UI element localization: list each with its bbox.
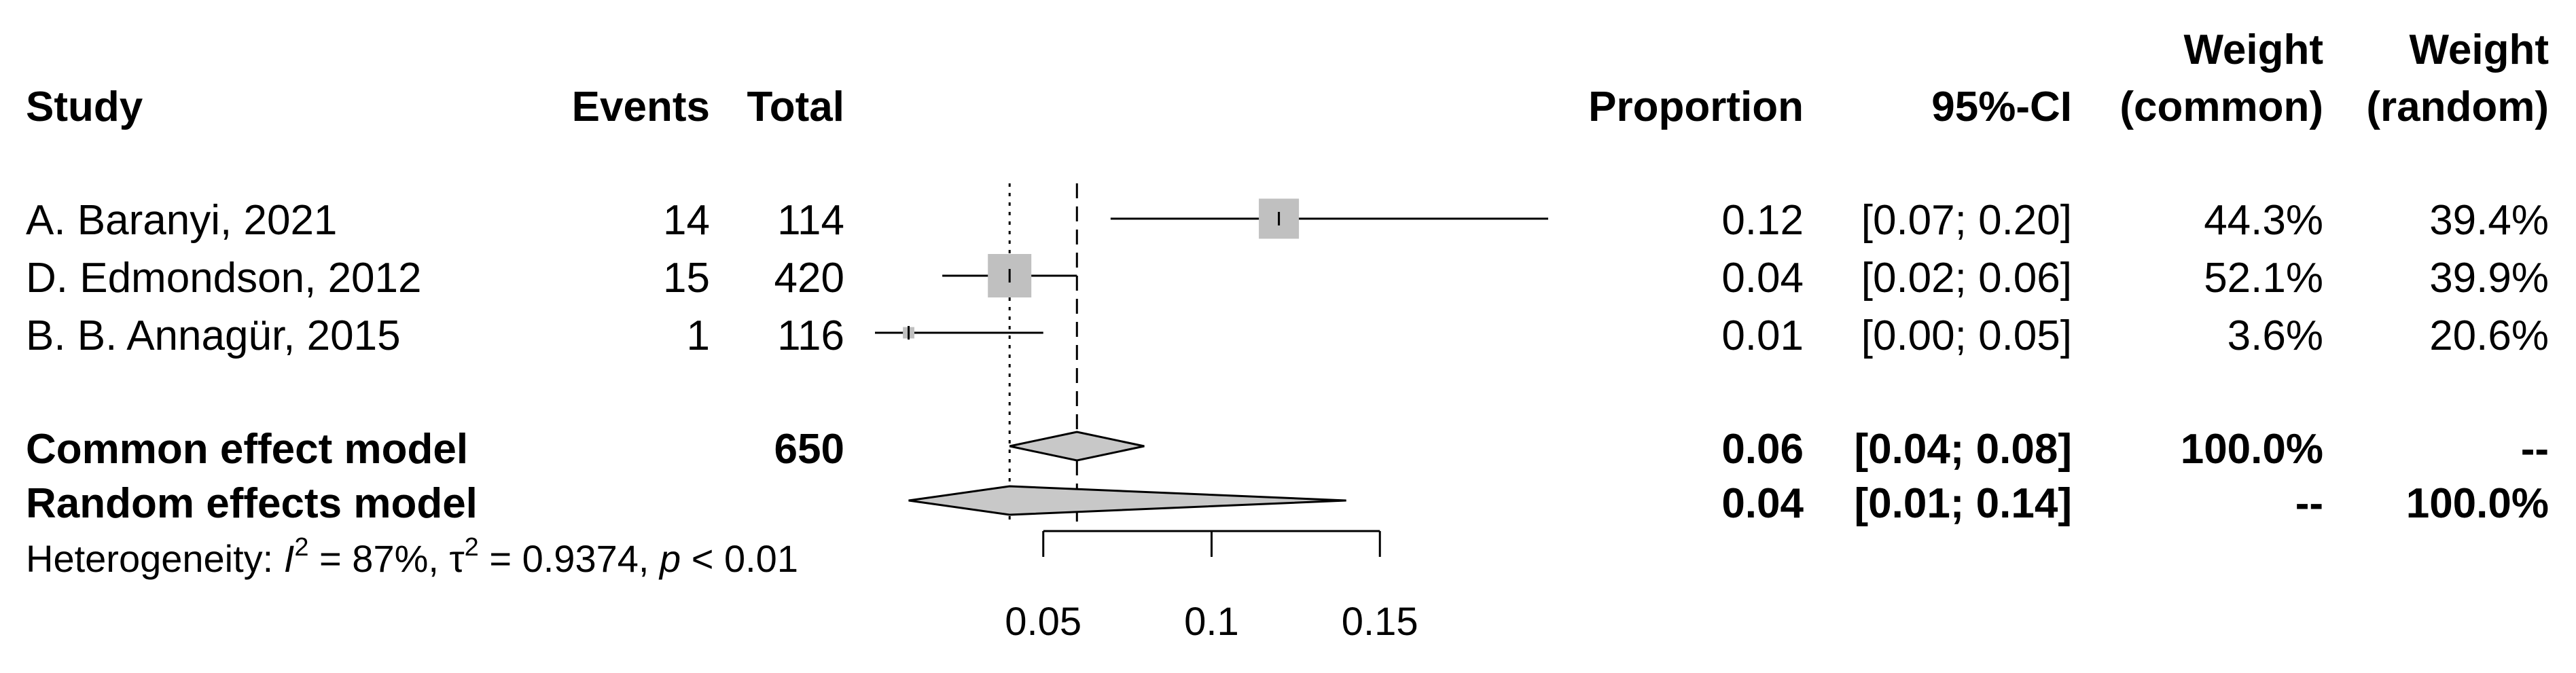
study-total: 116: [777, 312, 844, 359]
x-axis-tick-label: 0.1: [1184, 600, 1239, 644]
study-weight-random: 20.6%: [2429, 312, 2549, 359]
study-weight-common: 44.3%: [2204, 197, 2323, 244]
header-weight-common-line2: (common): [2119, 84, 2323, 130]
header-total: Total: [747, 84, 845, 130]
study-total: 114: [777, 197, 844, 244]
study-row: A. Baranyi, 2021 14 114 0.12 [0.07; 0.20…: [26, 197, 2549, 244]
heterogeneity-prefix: Heterogeneity:: [26, 537, 284, 580]
i2-value: = 87%,: [308, 537, 449, 580]
study-events: 14: [663, 197, 710, 244]
tau2-symbol: τ: [450, 537, 465, 580]
study-name: A. Baranyi, 2021: [26, 197, 337, 244]
header-study: Study: [26, 84, 143, 130]
random-effects-label: Random effects model: [26, 480, 478, 527]
study-weight-common: 3.6%: [2228, 312, 2323, 359]
random-effects-weight-common: --: [2295, 480, 2323, 527]
plot-area: 0.05 0.1 0.15: [875, 183, 1548, 644]
random-effects-estimate: 0.04: [1721, 480, 1804, 527]
common-effect-total: 650: [774, 426, 844, 473]
study-name: B. B. Annagür, 2015: [26, 312, 401, 359]
x-axis-tick-label: 0.05: [1005, 600, 1081, 644]
study-weight-random: 39.9%: [2429, 255, 2549, 302]
tau2-superscript: 2: [465, 533, 479, 562]
tau2-value: = 0.9374,: [479, 537, 660, 580]
study-total: 420: [774, 255, 844, 302]
study-name: D. Edmondson, 2012: [26, 255, 422, 302]
random-effects-row: Random effects model 0.04 [0.01; 0.14] -…: [26, 480, 2549, 527]
study-proportion: 0.04: [1721, 255, 1804, 302]
p-symbol: p: [658, 537, 681, 580]
study-row: B. B. Annagür, 2015 1 116 0.01 [0.00; 0.…: [26, 312, 2549, 359]
study-events: 1: [687, 312, 710, 359]
header-proportion: Proportion: [1588, 84, 1804, 130]
header-weight-random-line2: (random): [2366, 84, 2549, 130]
header-weight-random-line1: Weight: [2410, 26, 2550, 73]
study-weight-random: 39.4%: [2429, 197, 2549, 244]
header-ci: 95%-CI: [1931, 84, 2072, 130]
study-ci: [0.02; 0.06]: [1861, 255, 2072, 302]
common-effect-row: Common effect model 650 0.06 [0.04; 0.08…: [26, 426, 2549, 473]
random-effects-weight-random: 100.0%: [2406, 480, 2549, 527]
study-proportion: 0.12: [1721, 197, 1804, 244]
random-effects-ci: [0.01; 0.14]: [1854, 480, 2072, 527]
common-effect-diamond: [1009, 431, 1145, 462]
p-value: < 0.01: [681, 537, 798, 580]
i2-superscript: 2: [294, 533, 308, 562]
study-row: D. Edmondson, 2012 15 420 0.04 [0.02; 0.…: [26, 255, 2549, 302]
study-proportion: 0.01: [1721, 312, 1804, 359]
x-axis-tick-label: 0.15: [1342, 600, 1418, 644]
study-ci: [0.07; 0.20]: [1861, 197, 2072, 244]
random-effects-diamond: [908, 485, 1346, 516]
common-effect-label: Common effect model: [26, 426, 468, 473]
study-ci: [0.00; 0.05]: [1861, 312, 2072, 359]
heterogeneity-text: Heterogeneity: I2 = 87%, τ2 = 0.9374, p …: [26, 533, 798, 580]
common-effect-estimate: 0.06: [1721, 426, 1804, 473]
header-weight-common-line1: Weight: [2184, 26, 2324, 73]
study-events: 15: [663, 255, 710, 302]
common-effect-weight-random: --: [2521, 426, 2549, 473]
header-events: Events: [572, 84, 710, 130]
study-weight-common: 52.1%: [2204, 255, 2323, 302]
common-effect-weight-common: 100.0%: [2181, 426, 2323, 473]
i2-symbol: I: [284, 537, 295, 580]
common-effect-ci: [0.04; 0.08]: [1854, 426, 2072, 473]
